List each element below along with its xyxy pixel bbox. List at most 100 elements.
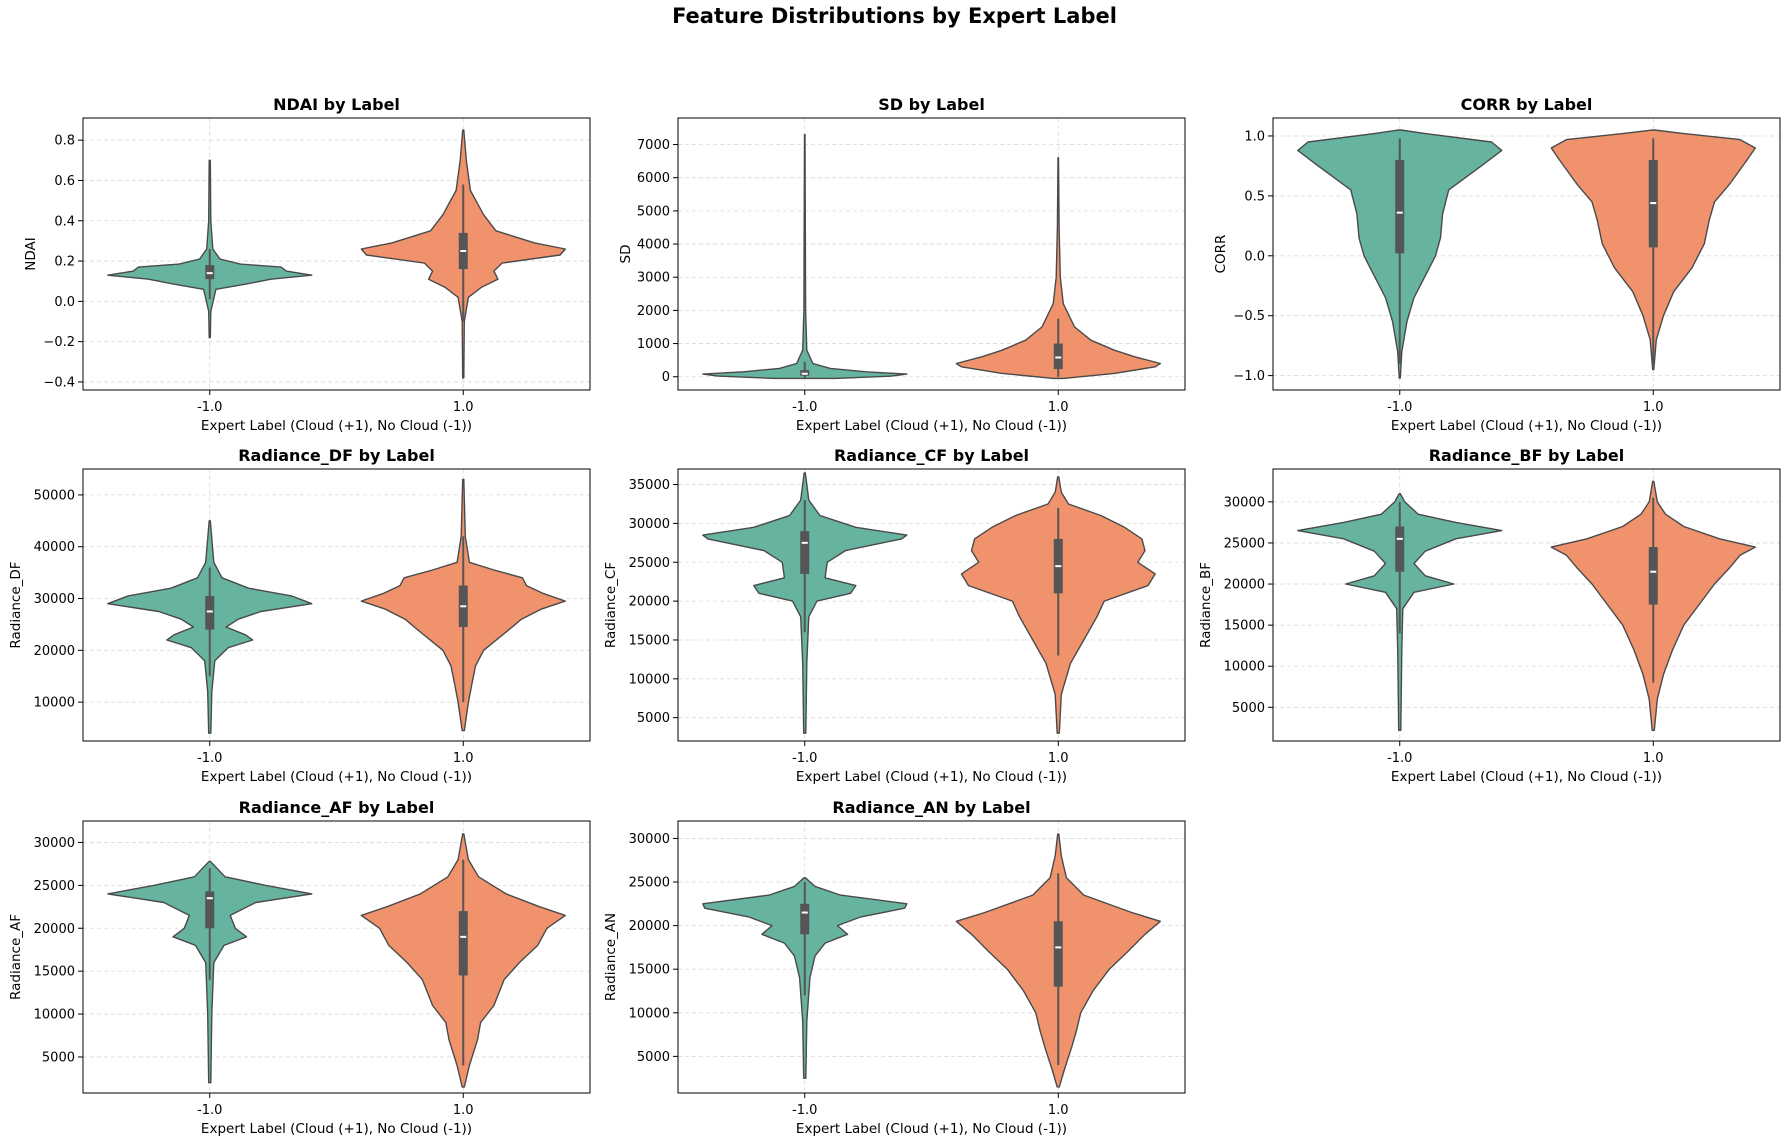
x-tick-label: 1.0 [453, 400, 474, 415]
y-tick-label: 0.4 [54, 214, 75, 229]
y-tick-label: 10000 [629, 672, 670, 687]
x-tick-label: 1.0 [453, 1103, 474, 1118]
y-tick-label: 15000 [629, 633, 670, 648]
y-tick-label: 20000 [629, 595, 670, 610]
x-tick-label: 1.0 [1643, 400, 1664, 415]
violin-body [107, 159, 313, 339]
y-tick-label: 0 [662, 370, 670, 385]
y-tick-label: 0.6 [54, 174, 75, 189]
violin-iqr-box [1648, 547, 1658, 605]
y-tick-label: 5000 [42, 1050, 75, 1065]
y-tick-label: 5000 [637, 204, 670, 219]
x-tick-label: 1.0 [1048, 751, 1069, 766]
axes-frame [82, 468, 591, 742]
y-tick-label: 10000 [34, 696, 75, 711]
y-axis-label: Radiance_DF [8, 561, 24, 648]
y-axis-label: Radiance_CF [603, 562, 619, 648]
y-tick-label: −0.2 [43, 335, 75, 350]
x-tick-label: -1.0 [197, 400, 222, 415]
subplot-title: SD by Label [878, 95, 985, 114]
violin-body [955, 157, 1161, 380]
y-tick-label: 10000 [629, 1006, 670, 1021]
subplot-4: 10000 20000 30000 40000 50000 -1.0 1.0 Radiance… [8, 446, 591, 785]
subplot-2: 0 1000 2000 3000 4000 5000 6000 7000 -1.0 1.0 SD b… [618, 95, 1186, 434]
subplot-6: 5000 10000 15000 20000 25000 30000 -1.0 1.0 Radi… [1198, 446, 1781, 785]
x-axis-label: Expert Label (Cloud (+1), No Cloud (-1)) [796, 769, 1067, 785]
x-tick-label: -1.0 [197, 751, 222, 766]
x-axis-label: Expert Label (Cloud (+1), No Cloud (-1)) [796, 1121, 1067, 1137]
figure-title: Feature Distributions by Expert Label [672, 4, 1117, 28]
subplot-title: Radiance_AN by Label [832, 798, 1030, 817]
subplot-5: 5000 10000 15000 20000 25000 30000 35000 -1.0 1.… [603, 446, 1186, 785]
y-tick-label: 5000 [637, 711, 670, 726]
x-tick-label: 1.0 [1048, 1103, 1069, 1118]
subplot-3: −1.0 −0.5 0.0 0.5 1.0 -1.0 1.0 CORR by Label Exp… [1213, 95, 1781, 434]
y-tick-label: 3000 [637, 271, 670, 286]
subplot-1: −0.4 −0.2 0.0 0.2 0.4 0.6 0.8 -1.0 1.0 NDAI by La… [23, 95, 591, 434]
x-axis-label: Expert Label (Cloud (+1), No Cloud (-1)) [1391, 418, 1662, 434]
y-tick-label: 25000 [1224, 536, 1265, 551]
x-tick-label: 1.0 [1048, 400, 1069, 415]
y-tick-label: 20000 [34, 644, 75, 659]
y-tick-label: 30000 [629, 832, 670, 847]
violin-iqr-box [800, 531, 810, 574]
y-tick-label: 30000 [34, 592, 75, 607]
y-tick-label: 4000 [637, 238, 670, 253]
y-tick-label: 15000 [629, 963, 670, 978]
violin-iqr-box [205, 595, 215, 630]
axes-frame [677, 820, 1186, 1094]
y-tick-label: 0.2 [54, 255, 75, 270]
y-tick-label: 1.0 [1244, 129, 1265, 144]
y-axis-label: CORR [1213, 235, 1229, 274]
x-tick-label: 1.0 [1643, 751, 1664, 766]
y-tick-label: 10000 [34, 1008, 75, 1023]
subplot-8: 5000 10000 15000 20000 25000 30000 -1.0 1.0 Radi… [603, 798, 1186, 1137]
grid [1273, 469, 1780, 741]
y-tick-label: 20000 [1224, 578, 1265, 593]
violin-iqr-box [1053, 343, 1063, 370]
grid [678, 469, 1185, 741]
axes-frame [1272, 468, 1781, 742]
x-axis-label: Expert Label (Cloud (+1), No Cloud (-1)) [201, 1121, 472, 1137]
y-tick-label: −1.0 [1233, 369, 1265, 384]
y-tick-label: 5000 [637, 1050, 670, 1065]
violin-iqr-box [1395, 526, 1405, 572]
y-tick-label: 2000 [637, 304, 670, 319]
subplot-title: Radiance_CF by Label [834, 446, 1029, 465]
subplot-7: 5000 10000 15000 20000 25000 30000 -1.0 1.0 Radi… [8, 798, 591, 1137]
x-axis-label: Expert Label (Cloud (+1), No Cloud (-1)) [1391, 769, 1662, 785]
y-tick-label: 0.0 [54, 295, 75, 310]
axes-frame [677, 468, 1186, 742]
y-tick-label: 35000 [629, 478, 670, 493]
subplot-title: Radiance_AF by Label [239, 798, 435, 817]
violin-iqr-box [1053, 921, 1063, 987]
x-axis-label: Expert Label (Cloud (+1), No Cloud (-1)) [201, 769, 472, 785]
axes-frame [677, 117, 1186, 391]
subplot-title: Radiance_BF by Label [1429, 446, 1625, 465]
y-tick-label: 50000 [34, 488, 75, 503]
y-tick-label: 30000 [1224, 495, 1265, 510]
y-tick-label: 6000 [637, 171, 670, 186]
y-tick-label: 40000 [34, 540, 75, 555]
y-axis-label: SD [618, 245, 634, 264]
y-tick-label: 20000 [34, 922, 75, 937]
y-tick-label: 30000 [34, 836, 75, 851]
x-tick-label: -1.0 [1387, 400, 1412, 415]
subplot-title: CORR by Label [1461, 95, 1593, 114]
y-tick-label: 15000 [34, 965, 75, 980]
y-tick-label: 25000 [629, 556, 670, 571]
x-axis-label: Expert Label (Cloud (+1), No Cloud (-1)) [201, 418, 472, 434]
y-tick-label: 30000 [629, 517, 670, 532]
violin-iqr-box [205, 265, 215, 280]
y-tick-label: −0.5 [1233, 309, 1265, 324]
x-tick-label: 1.0 [453, 751, 474, 766]
x-tick-label: -1.0 [1387, 751, 1412, 766]
subplot-title: Radiance_DF by Label [238, 446, 435, 465]
axes-frame [1272, 117, 1781, 391]
x-axis-label: Expert Label (Cloud (+1), No Cloud (-1)) [796, 418, 1067, 434]
violin-body [702, 133, 908, 380]
y-axis-label: Radiance_BF [1198, 562, 1214, 648]
axes-frame [82, 820, 591, 1094]
